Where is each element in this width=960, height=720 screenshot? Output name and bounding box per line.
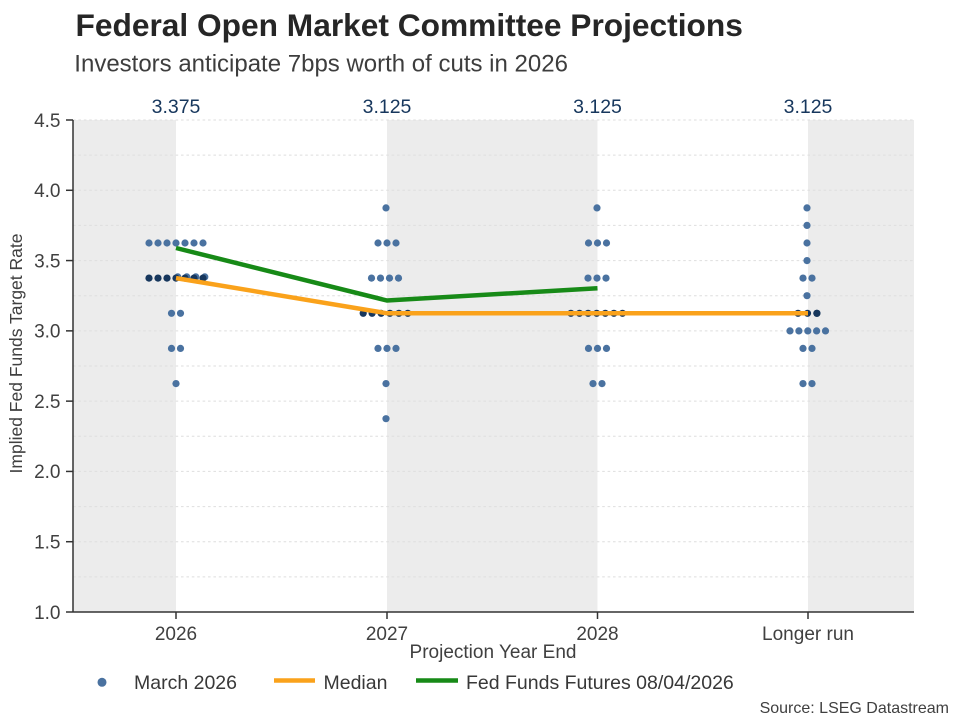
svg-text:1.0: 1.0 xyxy=(34,603,60,624)
svg-text:3.125: 3.125 xyxy=(363,96,412,118)
svg-text:3.375: 3.375 xyxy=(152,96,201,118)
svg-text:3.125: 3.125 xyxy=(573,96,622,118)
svg-text:Fed Funds Futures 08/04/2026: Fed Funds Futures 08/04/2026 xyxy=(466,672,734,694)
svg-text:Implied Fed Funds Target Rate: Implied Fed Funds Target Rate xyxy=(6,234,26,474)
svg-text:Projection Year End: Projection Year End xyxy=(410,642,577,663)
svg-text:3.125: 3.125 xyxy=(784,96,833,118)
svg-text:Source: LSEG Datastream: Source: LSEG Datastream xyxy=(760,700,949,717)
svg-text:Median: Median xyxy=(324,672,388,694)
svg-text:2026: 2026 xyxy=(155,624,197,645)
svg-text:2.0: 2.0 xyxy=(34,462,60,483)
svg-text:3.5: 3.5 xyxy=(34,251,60,272)
svg-text:3.0: 3.0 xyxy=(34,322,60,343)
svg-text:2.5: 2.5 xyxy=(34,392,60,413)
svg-text:2027: 2027 xyxy=(366,624,408,645)
svg-text:Federal Open Market Committee: Federal Open Market Committee Projection… xyxy=(76,7,743,43)
svg-text:Longer run: Longer run xyxy=(762,624,854,645)
svg-text:2028: 2028 xyxy=(576,624,618,645)
svg-text:4.0: 4.0 xyxy=(34,181,60,202)
svg-text:March 2026: March 2026 xyxy=(134,672,237,694)
svg-text:Investors anticipate 7bps wort: Investors anticipate 7bps worth of cuts … xyxy=(74,51,568,78)
svg-text:1.5: 1.5 xyxy=(34,533,60,554)
svg-text:4.5: 4.5 xyxy=(34,111,60,132)
